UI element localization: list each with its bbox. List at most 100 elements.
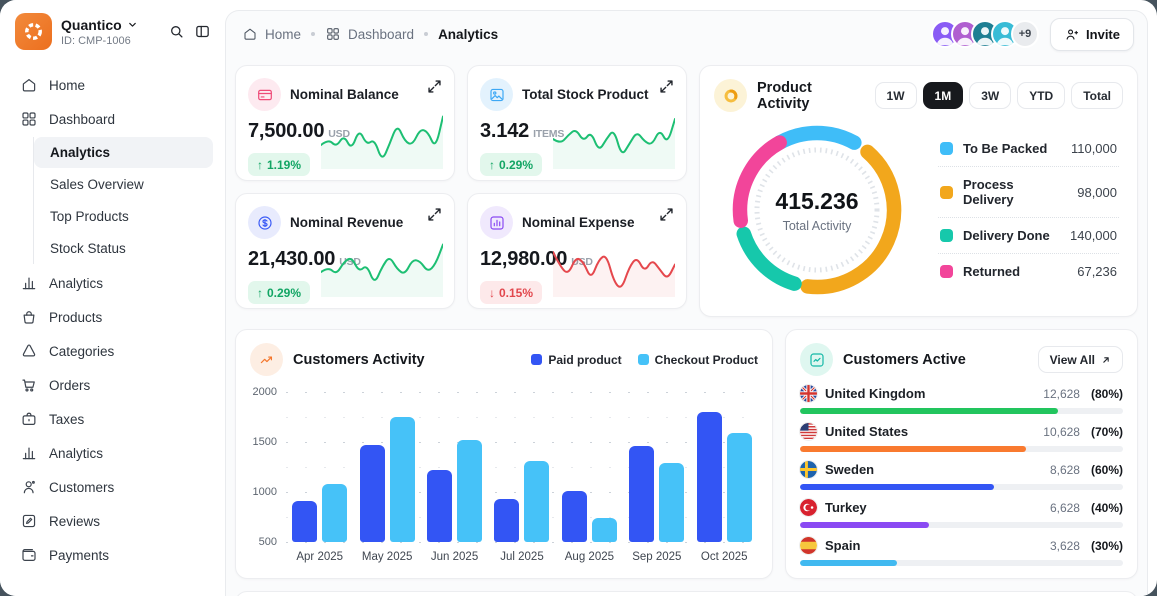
country-row-united-states[interactable]: United States 10,628 (70%) <box>800 423 1123 452</box>
legend-label: Delivery Done <box>963 228 1050 243</box>
country-name: Spain <box>825 538 861 553</box>
sidebar-item-orders[interactable]: Orders <box>12 368 213 402</box>
main-panel: Home Dashboard Analytics +9 Invite Nominal… <box>225 10 1148 596</box>
bars <box>286 392 758 542</box>
donut-legend: To Be Packed 110,000 Process Delivery 98… <box>938 131 1119 289</box>
legend-value: 110,000 <box>1070 141 1117 156</box>
x-tick-label: Apr 2025 <box>296 551 344 563</box>
legend-swatch <box>531 354 543 365</box>
sidebar-item-payments[interactable]: Payments <box>12 538 213 572</box>
sidebar-nav: Home Dashboard Analytics Sales Overview Top… <box>0 58 225 582</box>
invite-button[interactable]: Invite <box>1050 17 1134 51</box>
legend-row-to-be-packed: To Be Packed 110,000 <box>938 131 1119 167</box>
bottom-card <box>235 591 1138 596</box>
bar-checkout-product[interactable] <box>591 518 617 542</box>
search-icon[interactable] <box>168 23 185 40</box>
legend-swatch <box>940 229 953 242</box>
sidebar-item-label: Taxes <box>49 411 85 427</box>
arrow-ne-icon <box>1103 356 1109 363</box>
sidebar-subitem-stock-status[interactable]: Stock Status <box>50 241 126 256</box>
stat-card-title: Nominal Expense <box>522 215 635 230</box>
home-icon <box>242 26 258 42</box>
sidebar-subitem-analytics[interactable]: Analytics <box>34 137 213 168</box>
x-tick-label: Jul 2025 <box>500 551 544 563</box>
sidebar-item-dashboard[interactable]: Dashboard <box>12 102 213 136</box>
country-row-united-kingdom[interactable]: United Kingdom 12,628 (80%) <box>800 385 1123 414</box>
country-name: United Kingdom <box>825 386 926 401</box>
change-badge: ↑ 1.19% <box>248 153 311 176</box>
company-logo[interactable] <box>15 13 52 50</box>
legend-paid-product[interactable]: Paid product <box>531 353 622 367</box>
bar-group-may-2025 <box>353 392 420 542</box>
logo-emblem-icon <box>25 23 42 40</box>
country-row-spain[interactable]: Spain 3,628 (30%) <box>800 537 1123 566</box>
country-value: 6,628 <box>1049 500 1080 515</box>
change-badge: ↑ 0.29% <box>248 281 311 304</box>
main-header: Home Dashboard Analytics +9 Invite <box>226 11 1147 57</box>
donut-segment-delivery-done[interactable] <box>736 226 802 291</box>
company-switcher[interactable]: Quantico <box>61 17 159 33</box>
filter-ytd[interactable]: YTD <box>1017 82 1066 109</box>
bar-checkout-product[interactable] <box>322 484 348 542</box>
sidebar-item-label: Orders <box>49 377 91 393</box>
bar-checkout-product[interactable] <box>524 461 550 542</box>
panel-toggle-icon[interactable] <box>194 23 211 40</box>
view-all-button[interactable]: View All <box>1037 346 1123 373</box>
country-name: United States <box>825 424 909 439</box>
bar-paid-product[interactable] <box>561 491 587 542</box>
sidebar-item-analytics[interactable]: Analytics <box>12 266 213 300</box>
sidebar-item-categories[interactable]: Categories <box>12 334 213 368</box>
sidebar-subitem-sales-overview[interactable]: Sales Overview <box>50 177 144 192</box>
gridline <box>286 392 752 393</box>
country-row-sweden[interactable]: Sweden 8,628 (60%) <box>800 461 1123 490</box>
bar-paid-product[interactable] <box>292 501 318 542</box>
country-percent: (80%) <box>1090 386 1123 401</box>
sidebar-item-products[interactable]: Products <box>12 300 213 334</box>
sidebar-item-analytics[interactable]: Analytics <box>12 436 213 470</box>
bar-checkout-product[interactable] <box>726 433 752 542</box>
bar-checkout-product[interactable] <box>457 440 483 542</box>
country-row-turkey[interactable]: Turkey 6,628 (40%) <box>800 499 1123 528</box>
sidebar-item-customers[interactable]: Customers <box>12 470 213 504</box>
bar-paid-product[interactable] <box>427 470 453 542</box>
bar-paid-product[interactable] <box>494 499 520 542</box>
sidebar-item-home[interactable]: Home <box>12 68 213 102</box>
expand-icon[interactable] <box>659 79 674 94</box>
sidebar-item-reviews[interactable]: Reviews <box>12 504 213 538</box>
donut-segment-process-delivery[interactable] <box>800 144 902 295</box>
country-value: 8,628 <box>1049 462 1080 477</box>
sidebar-item-label: Products <box>49 309 103 325</box>
bar-paid-product[interactable] <box>696 412 722 542</box>
customers-active-card: Customers Active View All United Kingdom… <box>785 329 1138 579</box>
legend-row-process-delivery: Process Delivery 98,000 <box>938 167 1119 218</box>
country-value: 3,628 <box>1049 538 1080 553</box>
breadcrumb-analytics[interactable]: Analytics <box>438 26 499 42</box>
expand-icon[interactable] <box>427 79 442 94</box>
bar-paid-product[interactable] <box>629 446 655 542</box>
bar-checkout-product[interactable] <box>659 463 685 542</box>
legend-swatch <box>637 354 649 365</box>
filter-total[interactable]: Total <box>1071 82 1123 109</box>
sidebar-subitem-top-products[interactable]: Top Products <box>50 209 129 224</box>
donut-chart: 415.236 Total Activity <box>724 117 910 303</box>
filter-1w[interactable]: 1W <box>874 82 917 109</box>
filter-3w[interactable]: 3W <box>969 82 1012 109</box>
donut-segment-returned[interactable] <box>732 135 787 228</box>
stat-card-nominal-revenue: Nominal Revenue 21,430.00 USD ↑ 0.29% <box>235 193 455 309</box>
credit-card-icon <box>248 78 281 111</box>
filter-1m[interactable]: 1M <box>922 82 964 109</box>
sidebar-item-label: Analytics <box>49 275 104 291</box>
breadcrumb-dashboard[interactable]: Dashboard <box>325 26 414 42</box>
breadcrumb-home[interactable]: Home <box>242 26 301 42</box>
bar-paid-product[interactable] <box>359 445 385 542</box>
expand-icon[interactable] <box>659 207 674 222</box>
basket-icon <box>20 308 38 326</box>
sidebar-item-taxes[interactable]: Taxes <box>12 402 213 436</box>
total-activity-label: Total Activity <box>782 218 852 233</box>
expand-icon[interactable] <box>427 207 442 222</box>
donut-segment-to-be-packed[interactable] <box>772 125 862 150</box>
legend-value: 98,000 <box>1077 184 1117 200</box>
avatar-overflow-count[interactable]: +9 <box>1011 20 1040 48</box>
bar-checkout-product[interactable] <box>389 417 415 542</box>
legend-checkout-product[interactable]: Checkout Product <box>637 353 758 367</box>
